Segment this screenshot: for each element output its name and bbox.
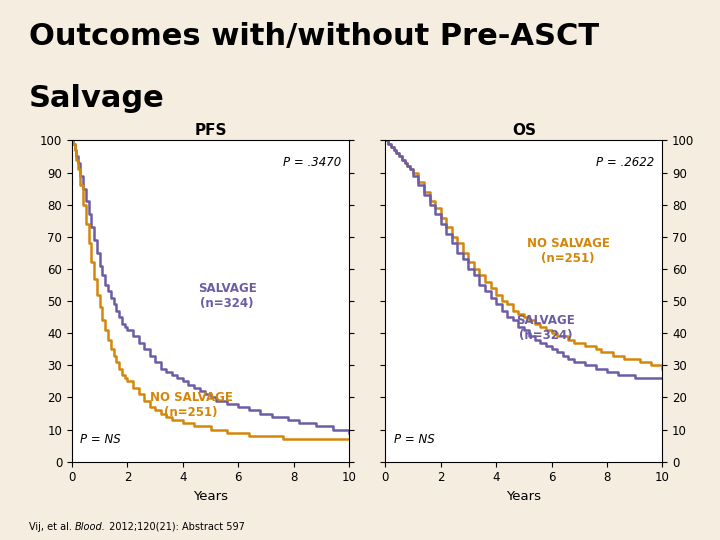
Text: Blood.: Blood. — [75, 522, 106, 532]
Text: Salvage: Salvage — [29, 84, 165, 113]
Text: P = .3470: P = .3470 — [283, 157, 341, 170]
X-axis label: Years: Years — [506, 490, 541, 503]
Text: P = NS: P = NS — [81, 433, 121, 446]
Text: Vij, et al.: Vij, et al. — [29, 522, 75, 532]
Title: OS: OS — [512, 123, 536, 138]
Title: PFS: PFS — [194, 123, 227, 138]
Text: NO SALVAGE
(n=251): NO SALVAGE (n=251) — [150, 391, 233, 419]
Text: P = .2622: P = .2622 — [596, 157, 654, 170]
Text: NO SALVAGE
(n=251): NO SALVAGE (n=251) — [527, 237, 610, 265]
Text: SALVAGE
(n=324): SALVAGE (n=324) — [198, 282, 256, 310]
Text: P = NS: P = NS — [394, 433, 434, 446]
X-axis label: Years: Years — [193, 490, 228, 503]
Text: Outcomes with/without Pre-ASCT: Outcomes with/without Pre-ASCT — [29, 22, 599, 51]
Text: SALVAGE
(n=324): SALVAGE (n=324) — [517, 314, 575, 342]
Text: 2012;120(21): Abstract 597: 2012;120(21): Abstract 597 — [106, 522, 245, 532]
